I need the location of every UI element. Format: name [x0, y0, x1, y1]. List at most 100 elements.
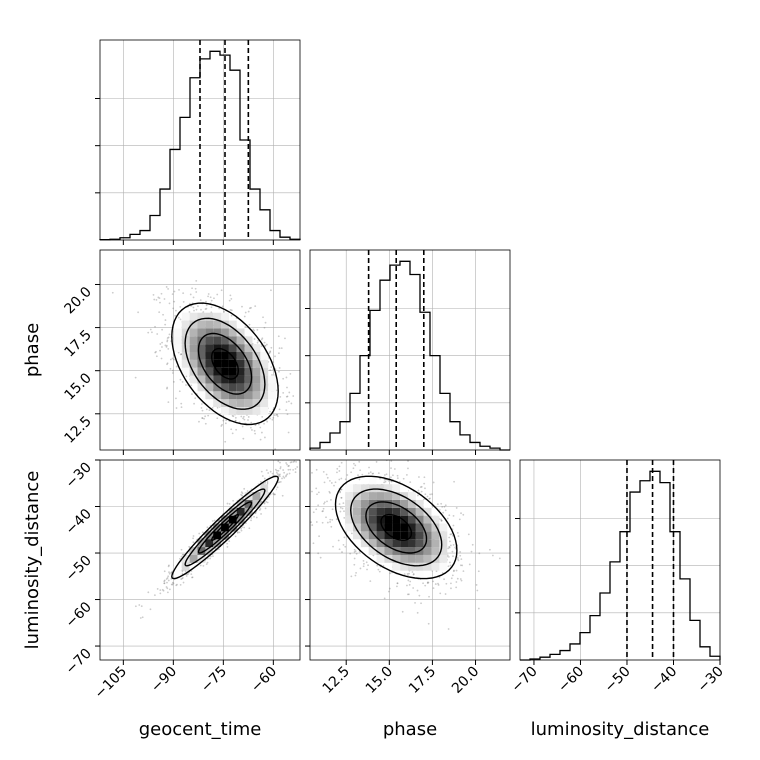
sample-point [378, 570, 381, 573]
sample-point [339, 510, 342, 513]
sample-point [248, 323, 251, 326]
sample-point [263, 422, 265, 425]
sample-point [170, 583, 173, 586]
sample-point [312, 511, 315, 514]
sample-point [323, 481, 326, 484]
sample-point [206, 561, 209, 564]
sample-point [220, 289, 223, 292]
sample-point [176, 583, 178, 586]
sample-point [310, 521, 312, 524]
scatter-frame-luminosity_distance-vs-geocent_time [99, 459, 301, 661]
sample-point [385, 473, 388, 476]
sample-point [447, 547, 450, 550]
sample-point [274, 493, 276, 496]
density-cell [260, 407, 269, 415]
sample-point [402, 477, 405, 480]
sample-point [478, 552, 481, 555]
sample-point [274, 355, 276, 358]
sample-point [452, 555, 454, 558]
sample-point [424, 493, 427, 496]
sample-point [269, 350, 272, 353]
sample-point [240, 491, 243, 494]
sample-point [315, 508, 318, 511]
sample-point [428, 595, 430, 598]
sample-point [276, 469, 278, 472]
sample-point [390, 476, 392, 479]
x-tick-label-luminosity_distance: −70 [509, 664, 541, 696]
sample-point [390, 460, 393, 462]
sample-point [269, 470, 272, 473]
sample-point [279, 475, 281, 478]
sample-point [226, 502, 229, 505]
density-cell [181, 359, 190, 368]
sample-point [155, 298, 158, 301]
sample-point [205, 304, 208, 307]
sample-point [235, 428, 238, 431]
sample-point [426, 581, 429, 584]
sample-point [286, 473, 289, 476]
sample-point [288, 391, 291, 394]
sample-point [326, 521, 329, 524]
sample-point [201, 409, 204, 412]
density-cell [268, 476, 277, 485]
sample-point [270, 289, 272, 292]
sample-point [192, 541, 195, 544]
y-tick-label-phase: 15.0 [61, 370, 94, 403]
sample-point [247, 416, 250, 418]
histogram-luminosity_distance [520, 470, 721, 661]
density-cell [173, 328, 182, 337]
sample-point [317, 504, 320, 507]
sample-point [444, 504, 447, 507]
sample-point [401, 610, 404, 613]
density-cell [236, 407, 245, 415]
sample-point [157, 296, 160, 299]
sample-point [443, 578, 445, 581]
sample-point [266, 501, 269, 504]
sample-point [200, 308, 202, 311]
density-cell [173, 562, 182, 571]
x-axis-label-geocent-time: geocent_time [139, 719, 262, 740]
contour-3 [171, 302, 279, 426]
density-cell [189, 344, 198, 353]
sample-point [161, 346, 163, 348]
sample-point [250, 517, 253, 519]
density-cell [236, 399, 245, 408]
sample-point [205, 307, 208, 310]
sample-point [387, 479, 390, 482]
sample-point [377, 472, 380, 475]
sample-point [388, 457, 390, 459]
sample-point [353, 557, 356, 560]
sample-point [260, 500, 263, 503]
sample-point [205, 408, 208, 411]
density-cell [205, 359, 214, 368]
sample-point [326, 476, 329, 479]
sample-point [180, 578, 183, 580]
sample-point [367, 472, 370, 475]
sample-point [164, 323, 167, 326]
sample-point [278, 367, 281, 369]
density-cell [260, 359, 269, 368]
sample-point [368, 466, 370, 469]
histogram-phase [309, 260, 510, 451]
sample-point [288, 472, 291, 475]
x-tick-label-phase: 20.0 [449, 664, 482, 697]
sample-point [172, 307, 175, 310]
sample-point [365, 561, 368, 564]
sample-point [187, 573, 190, 575]
sample-point [362, 565, 365, 568]
density-cell [213, 359, 222, 368]
density-cell [205, 375, 214, 384]
sample-point [169, 358, 172, 361]
sample-point [457, 558, 459, 560]
sample-point [338, 470, 341, 472]
sample-point [210, 306, 213, 309]
sample-point [440, 518, 442, 521]
sample-point [281, 518, 283, 520]
density-cell [244, 344, 253, 353]
density-cell [197, 320, 206, 329]
sample-point [250, 457, 252, 459]
sample-point [253, 338, 256, 340]
y-tick-label-phase: 17.5 [61, 327, 94, 360]
sample-point [182, 292, 185, 295]
sample-point [286, 413, 289, 416]
